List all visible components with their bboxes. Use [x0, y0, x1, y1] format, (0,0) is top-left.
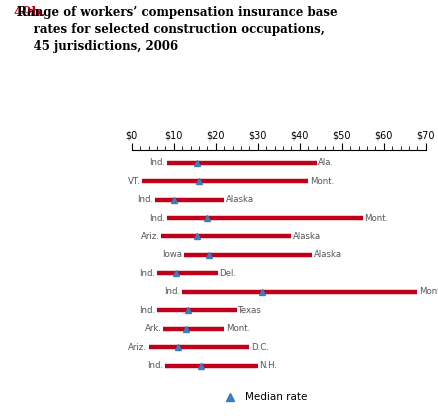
Text: VT.: VT. — [127, 177, 140, 186]
Text: Ind.: Ind. — [147, 361, 163, 370]
Text: Alaska: Alaska — [313, 250, 341, 260]
Text: Ala.: Ala. — [318, 158, 334, 167]
Text: Iowa: Iowa — [162, 250, 182, 260]
Text: D.C.: D.C. — [251, 343, 268, 352]
Legend: Median rate: Median rate — [215, 388, 311, 406]
Text: Mont.: Mont. — [225, 324, 250, 333]
Text: 49b.: 49b. — [13, 6, 46, 19]
Text: Texas: Texas — [238, 306, 261, 315]
Text: Ark.: Ark. — [144, 324, 161, 333]
Text: Ind.: Ind. — [139, 306, 155, 315]
Text: N.H.: N.H. — [259, 361, 277, 370]
Text: Ind.: Ind. — [137, 195, 153, 204]
Text: Ind.: Ind. — [164, 287, 180, 296]
Text: Del.: Del. — [219, 269, 236, 278]
Text: Mont.: Mont. — [309, 177, 333, 186]
Text: Ind.: Ind. — [139, 269, 155, 278]
Text: Mont.: Mont. — [364, 213, 388, 223]
Text: Ind.: Ind. — [149, 158, 166, 167]
Text: Alaska: Alaska — [225, 195, 253, 204]
Text: Ariz.: Ariz. — [127, 343, 146, 352]
Text: Alaska: Alaska — [293, 232, 321, 241]
Text: Ariz.: Ariz. — [140, 232, 159, 241]
Text: Mont.: Mont. — [418, 287, 438, 296]
Text: Ind.: Ind. — [149, 213, 166, 223]
Text: Range of workers’ compensation insurance base
     rates for selected constructi: Range of workers’ compensation insurance… — [13, 6, 337, 53]
